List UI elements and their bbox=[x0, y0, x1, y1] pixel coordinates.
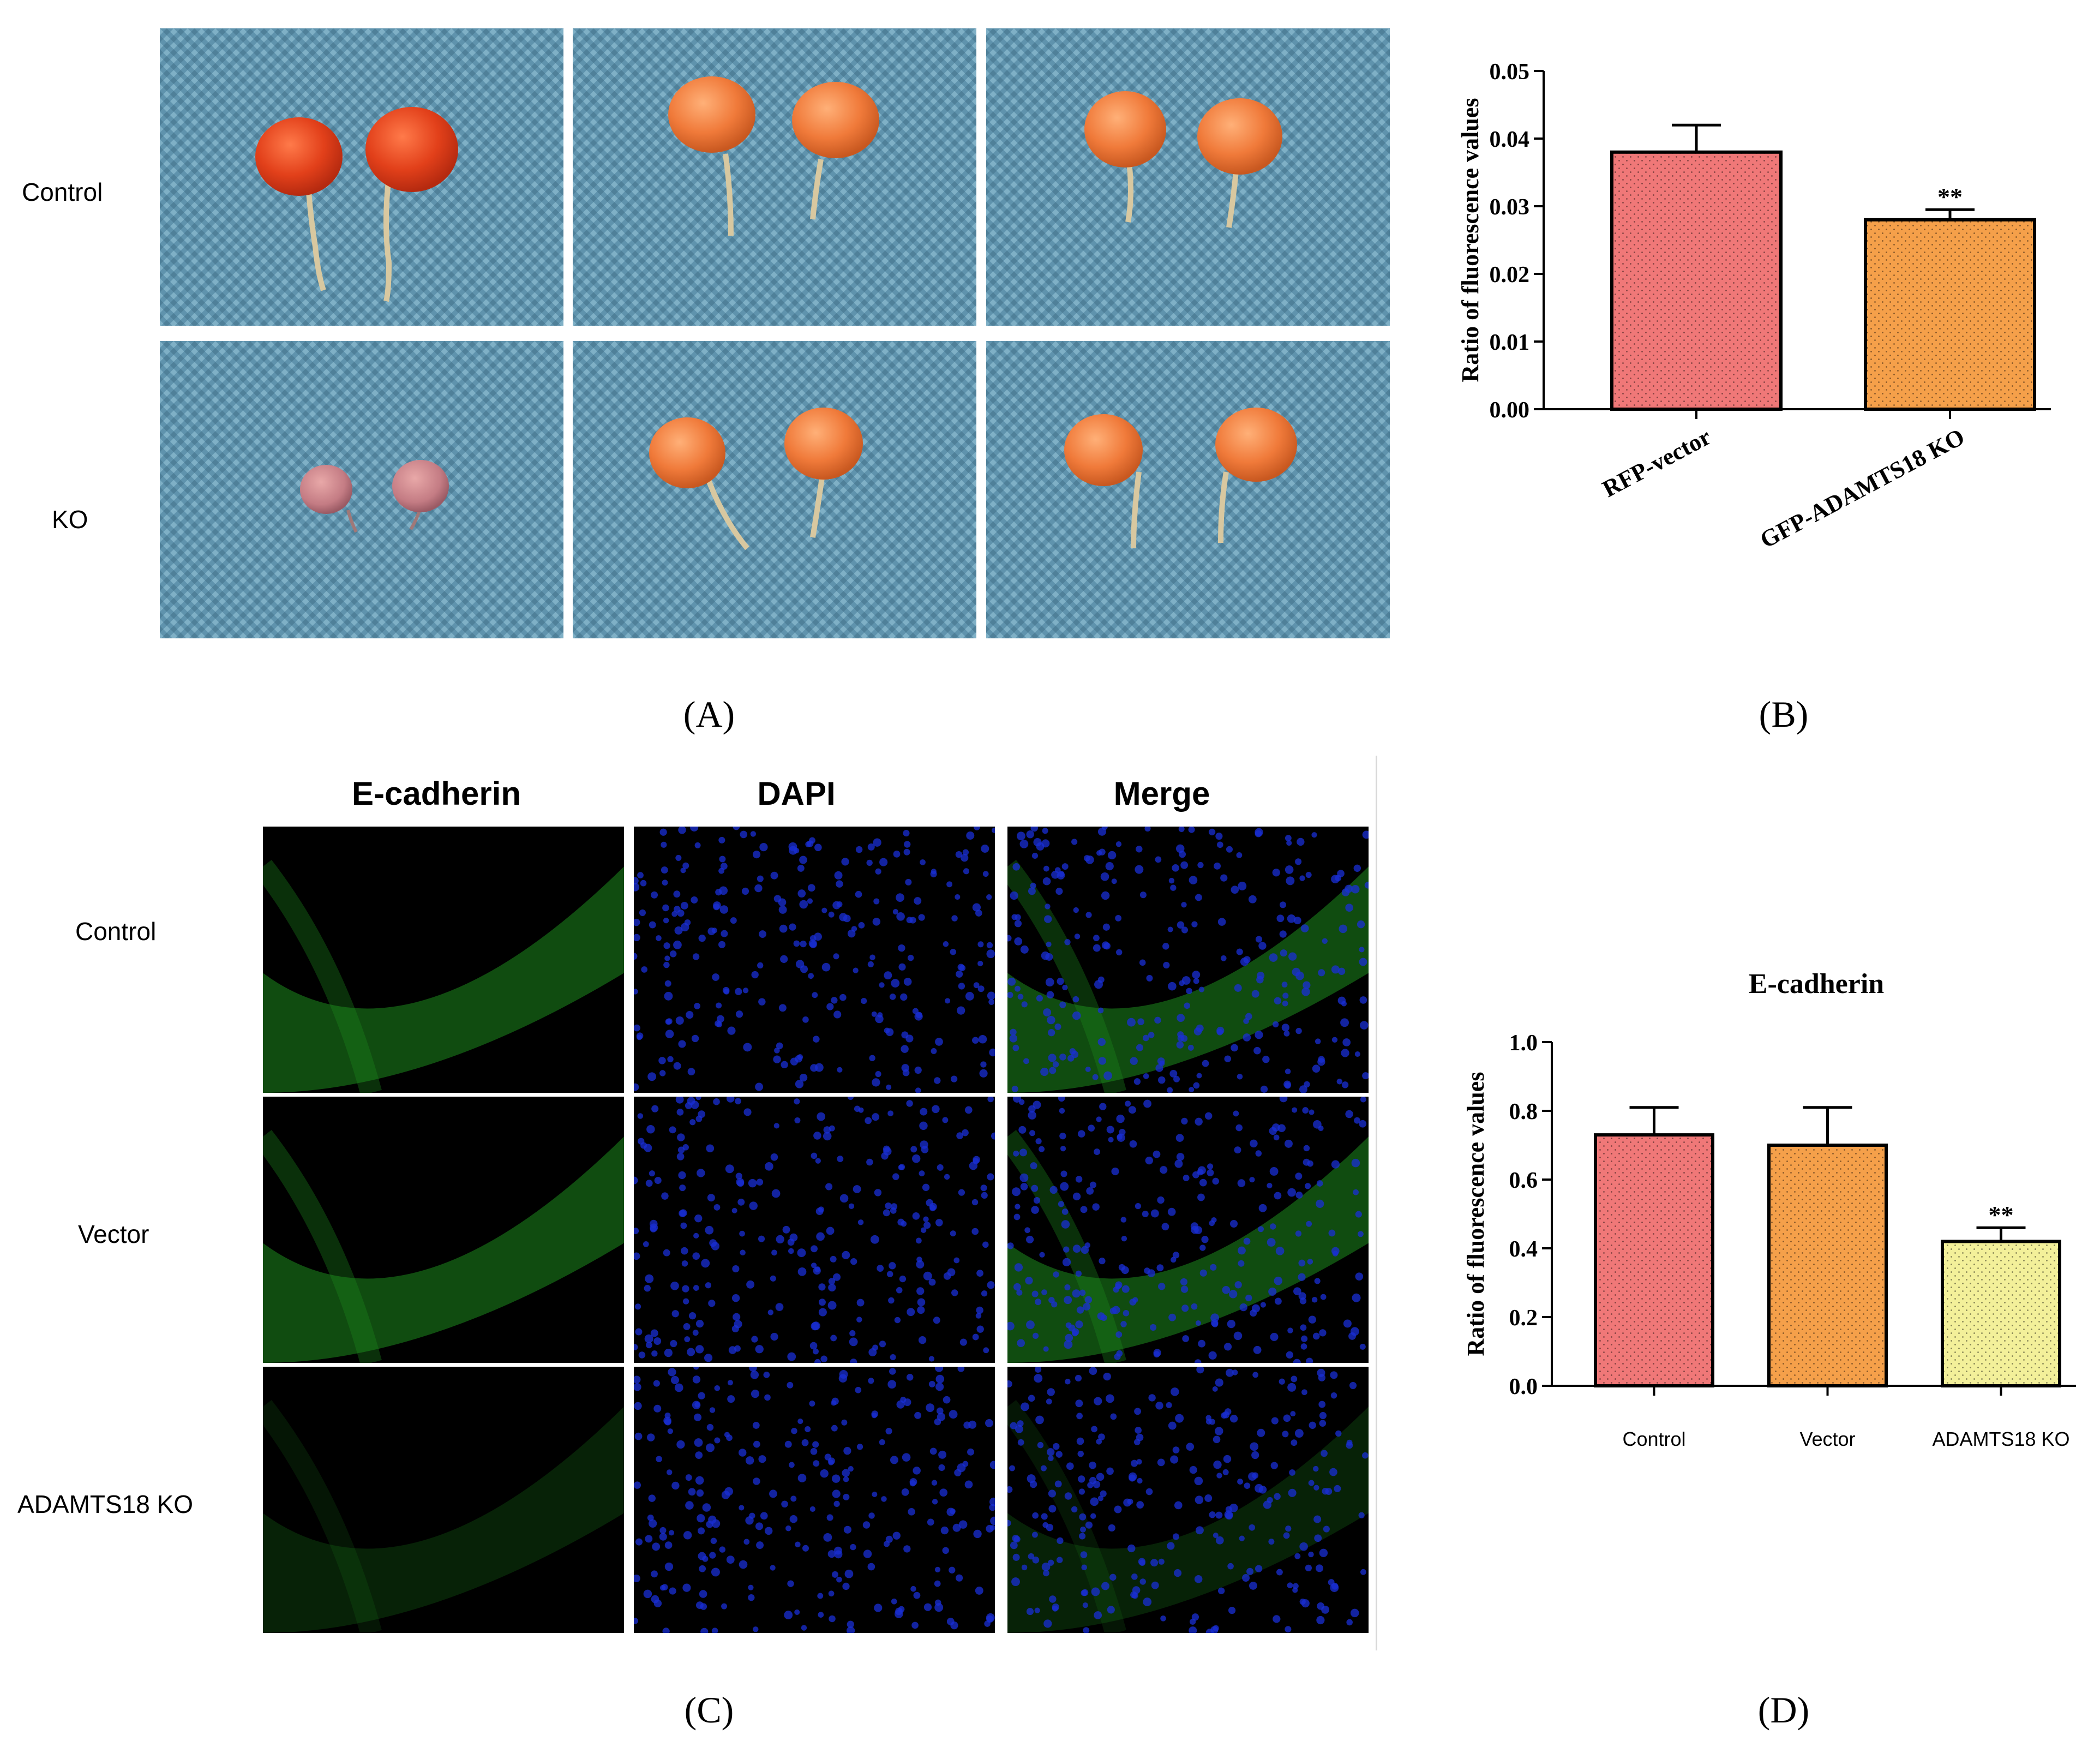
panel-a-row-label-control: Control bbox=[22, 178, 103, 206]
y-tick-label: 0.03 bbox=[1490, 195, 1530, 220]
photo-control-1 bbox=[160, 28, 563, 326]
y-tick-label: 0.01 bbox=[1490, 330, 1530, 355]
y-tick-label: 0.04 bbox=[1490, 127, 1530, 152]
bar bbox=[1941, 1240, 2061, 1388]
significance-label: ** bbox=[1989, 1201, 2014, 1229]
panel-c-row-label-adamts18-ko: ADAMTS18 KO bbox=[17, 1490, 194, 1518]
micro-adamts18-ko-ecadherin bbox=[263, 1367, 624, 1633]
x-tick-label: GFP-ADAMTS18 KO bbox=[1756, 423, 1969, 554]
micro-adamts18-ko-merge bbox=[1007, 1367, 1369, 1633]
panel-a-row-label-ko: KO bbox=[52, 505, 88, 534]
panel-c-header-merge: Merge bbox=[1113, 775, 1210, 812]
bar bbox=[1594, 1133, 1714, 1387]
panel-c-header-ecadherin: E-cadherin bbox=[351, 775, 521, 812]
y-tick-label: 0.0 bbox=[1509, 1374, 1538, 1399]
x-tick-label: Vector bbox=[1799, 1428, 1855, 1450]
micro-adamts18-ko-dapi bbox=[634, 1367, 995, 1633]
panel-divider bbox=[1376, 756, 1377, 1650]
x-tick-label: RFP-vector bbox=[1598, 423, 1715, 502]
photo-control-2 bbox=[573, 28, 976, 326]
photo-ko-3 bbox=[986, 341, 1390, 638]
photo-control-3 bbox=[986, 28, 1390, 326]
micro-vector-dapi bbox=[634, 1097, 995, 1363]
y-axis-label: Ratio of fluorescence values bbox=[1462, 1072, 1489, 1356]
y-tick-label: 0.02 bbox=[1490, 262, 1530, 288]
bar bbox=[1767, 1144, 1888, 1387]
micro-control-dapi bbox=[634, 827, 995, 1093]
panel-d-caption: (D) bbox=[1757, 1689, 1810, 1731]
y-tick-label: 1.0 bbox=[1509, 1031, 1538, 1056]
y-tick-label: 0.05 bbox=[1490, 59, 1530, 85]
bar bbox=[1610, 150, 1783, 411]
y-tick-label: 0.4 bbox=[1509, 1237, 1538, 1262]
y-tick-label: 0.2 bbox=[1509, 1306, 1538, 1331]
x-tick-label: Control bbox=[1622, 1428, 1685, 1450]
micro-control-merge bbox=[1007, 827, 1369, 1093]
panel-c-caption: (C) bbox=[684, 1689, 734, 1731]
micro-vector-merge bbox=[1007, 1097, 1369, 1363]
photo-ko-2 bbox=[573, 341, 976, 638]
y-tick-label: 0.00 bbox=[1490, 398, 1530, 423]
significance-label: ** bbox=[1937, 183, 1963, 211]
panel-b-caption: (B) bbox=[1759, 693, 1809, 735]
panel-c-row-label-control: Control bbox=[75, 917, 157, 946]
micro-control-ecadherin bbox=[263, 827, 624, 1093]
photo-ko-1 bbox=[160, 341, 563, 638]
bar bbox=[1864, 218, 2036, 411]
y-tick-label: 0.8 bbox=[1509, 1099, 1538, 1124]
panel-c-row-label-vector: Vector bbox=[78, 1220, 149, 1248]
panel-c-header-dapi: DAPI bbox=[757, 775, 836, 812]
panel-a-caption: (A) bbox=[683, 693, 735, 735]
micro-vector-ecadherin bbox=[263, 1097, 624, 1363]
x-tick-label: ADAMTS18 KO bbox=[1932, 1428, 2069, 1450]
chart-ecadherin-d: 0.0 0.2 0.4 0.6 0.8 1.0 Ratio of fluorescence … bbox=[1462, 968, 2076, 1450]
chart-title: E-cadherin bbox=[1749, 968, 1885, 1000]
y-tick-label: 0.6 bbox=[1509, 1168, 1538, 1193]
y-axis-label: Ratio of fluorescence values bbox=[1457, 98, 1484, 382]
